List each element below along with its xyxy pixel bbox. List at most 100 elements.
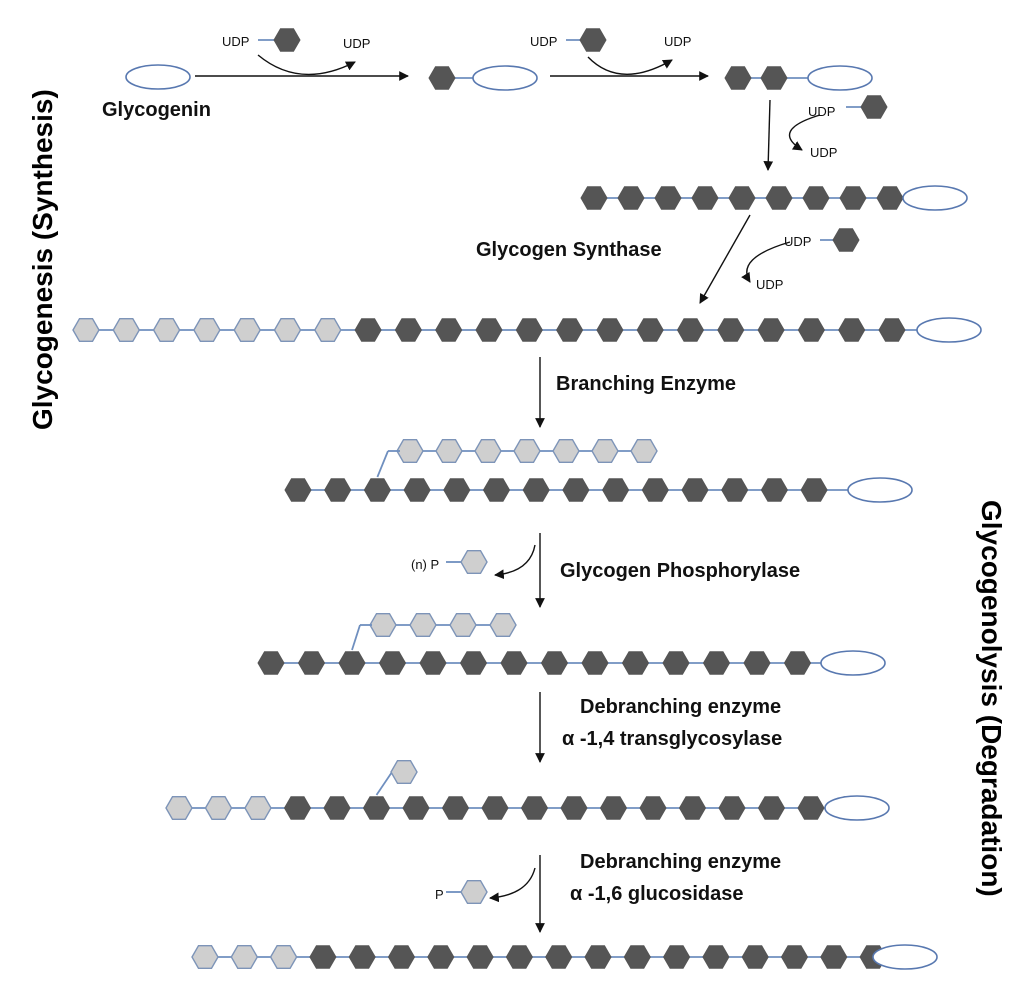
- glucose-unit-dark: [839, 186, 867, 210]
- glucose-unit-dark: [475, 318, 503, 342]
- glucose-unit-dark: [838, 318, 866, 342]
- glucose-unit-dark: [283, 796, 312, 820]
- glycogenin-core: [872, 944, 938, 970]
- glucose-unit-dark: [678, 796, 707, 820]
- glycogenesis-side-title: Glycogenesis (Synthesis): [27, 89, 58, 430]
- glucose-unit-dark: [500, 651, 528, 675]
- glucose-unit-dark: [820, 945, 848, 969]
- enzyme-labels: Glycogenin Glycogen Synthase Branching E…: [102, 99, 800, 905]
- glucose-unit-dark: [560, 796, 588, 820]
- glucose-unit-light: [630, 439, 658, 463]
- glycogenin-core: [807, 65, 873, 91]
- glucose-unit-dark: [354, 318, 382, 342]
- debranching-glucosidase-label-line1: Debranching enzyme: [580, 851, 781, 873]
- glucose-unit-dark: [757, 318, 785, 342]
- glucose-unit-dark: [780, 945, 809, 969]
- glucose-unit-dark: [584, 945, 612, 969]
- glucose-unit-dark: [443, 478, 471, 502]
- glucose-unit-light: [390, 760, 418, 784]
- glucose-unit-dark: [760, 66, 788, 90]
- glucose-unit-light: [435, 439, 463, 463]
- udp-label: UDP: [808, 104, 835, 119]
- glucose-unit-dark: [743, 651, 771, 675]
- glucose-unit-dark: [691, 186, 719, 210]
- glucose-unit-dark: [257, 651, 285, 675]
- n-phosphate-label: (n) P: [411, 557, 439, 572]
- glucose-unit-dark: [522, 478, 550, 502]
- glycogenin-core: [916, 317, 982, 343]
- glucose-unit-dark: [757, 796, 786, 820]
- debranching-transglycosylase-label-line1: Debranching enzyme: [580, 696, 781, 718]
- glucose-unit-dark: [338, 651, 366, 675]
- glucose-unit-dark: [760, 478, 788, 502]
- glucose-unit-light: [460, 550, 488, 574]
- glucose-unit-light: [513, 439, 541, 463]
- glucose-unit-dark: [581, 651, 609, 675]
- glucose-unit-dark: [403, 478, 431, 502]
- glucose-unit-dark: [802, 186, 830, 210]
- glucose-unit-dark: [580, 186, 608, 210]
- glucose-unit-dark: [765, 186, 793, 210]
- glucose-unit-light: [460, 880, 488, 904]
- glucose-unit-dark: [481, 796, 509, 820]
- glucose-unit-dark: [717, 318, 745, 342]
- glucose-unit-light: [591, 439, 619, 463]
- glycogen-phosphorylase-label: Glycogen Phosphorylase: [560, 560, 800, 582]
- glucose-unit-light: [269, 945, 298, 969]
- glucose-unit-light: [449, 613, 477, 637]
- udp-glucose-donor: [846, 95, 888, 119]
- glucose-unit-dark: [378, 651, 407, 675]
- glucose-unit-dark: [515, 318, 543, 342]
- glucose-unit-dark: [387, 945, 416, 969]
- glucose-unit-dark: [545, 945, 573, 969]
- glucose-unit-dark: [402, 796, 430, 820]
- glucose-unit-light: [369, 613, 397, 637]
- glycogen-synthase-label: Glycogen Synthase: [476, 239, 662, 261]
- glucose-unit-light: [193, 318, 221, 342]
- released-glucose-1-phosphate: [446, 550, 488, 574]
- glucose-unit-dark: [728, 186, 756, 210]
- udp-glucose-donor: [820, 228, 860, 252]
- glucose-unit-dark: [459, 651, 488, 675]
- elongated-glycogen-chain: [72, 317, 982, 343]
- udp-label: UDP: [810, 145, 837, 160]
- phosphorylase-trimmed-chain: [257, 613, 886, 676]
- glucose-unit-dark: [702, 945, 730, 969]
- udp-glucose-donor: [258, 28, 301, 52]
- process-arrows: [195, 54, 821, 933]
- glucose-unit-dark: [681, 478, 709, 502]
- glucose-unit-dark: [309, 945, 337, 969]
- glucose-unit-light: [273, 318, 302, 342]
- debranched-glycogen-chain: [191, 944, 938, 970]
- glycogenin-core: [820, 650, 886, 676]
- glucose-unit-dark: [621, 651, 650, 675]
- glycogenin-core: [472, 65, 538, 91]
- transglycosylase-chain: [165, 760, 890, 821]
- udp-glucose-donor: [566, 28, 607, 52]
- glycogenin-core: [824, 795, 890, 821]
- glucose-unit-dark: [860, 95, 888, 119]
- glucose-unit-dark: [702, 651, 731, 675]
- glucose-unit-light: [474, 439, 502, 463]
- glycogenin-core: [847, 477, 913, 503]
- udp-label: UDP: [222, 34, 249, 49]
- glucose-unit-light: [152, 318, 181, 342]
- glucose-unit-dark: [596, 318, 624, 342]
- glucose-unit-dark: [721, 478, 749, 502]
- glucose-unit-light: [72, 318, 100, 342]
- glucose-unit-light: [165, 796, 193, 820]
- glucose-unit-light: [112, 318, 141, 342]
- glycogen-primer-chain: [580, 185, 968, 211]
- glucose-unit-dark: [641, 478, 669, 502]
- udp-label: UDP: [664, 34, 691, 49]
- udp-label: UDP: [343, 36, 370, 51]
- glucose-unit-light: [204, 796, 233, 820]
- glucose-unit-dark: [654, 186, 682, 210]
- glycogenin-label: Glycogenin: [102, 99, 211, 121]
- glucose-unit-light: [552, 439, 580, 463]
- glucose-unit-dark: [718, 796, 746, 820]
- glucose-unit-dark: [797, 318, 825, 342]
- glucose-unit-light: [313, 318, 342, 342]
- small-labels: UDP UDP UDP UDP UDP UDP UDP UDP (n) P P: [222, 34, 837, 902]
- glucose-chains: [72, 28, 982, 970]
